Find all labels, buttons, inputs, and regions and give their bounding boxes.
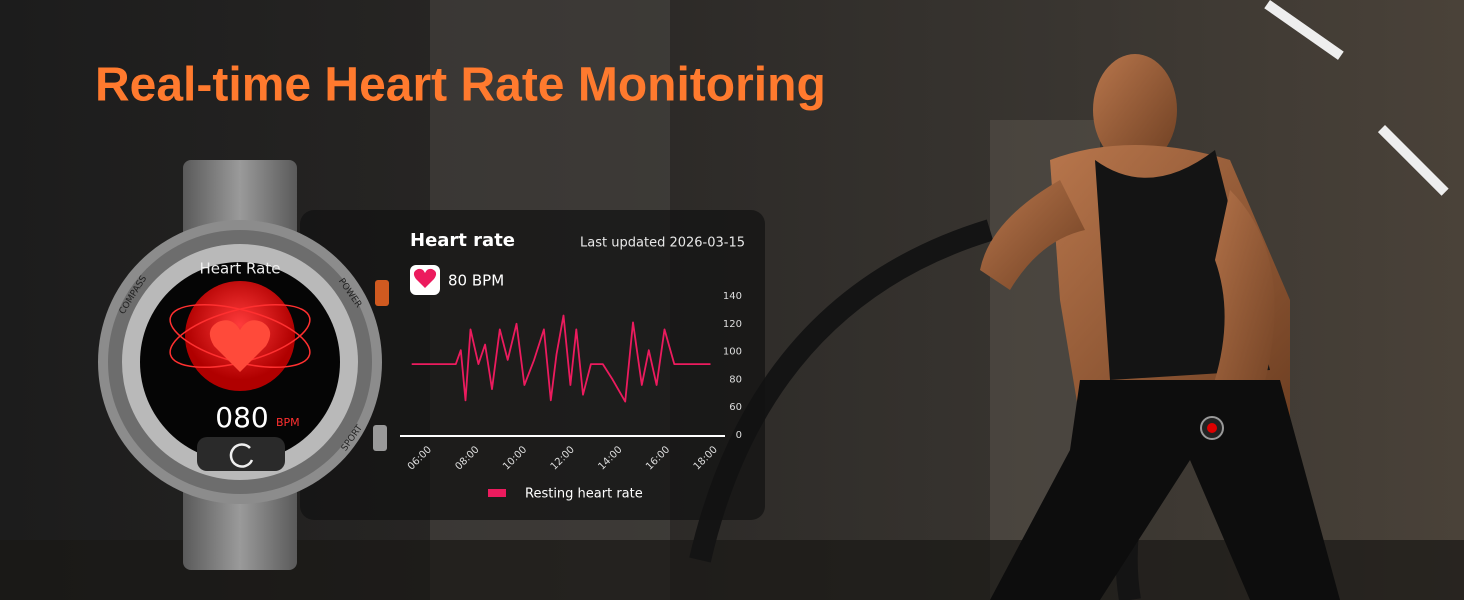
line-series: [411, 314, 711, 403]
watch-unit: BPM: [276, 416, 300, 429]
watch-title: Heart Rate: [200, 260, 281, 278]
y-tick-label: 120: [723, 319, 742, 330]
y-tick-label: 60: [729, 402, 742, 413]
legend-swatch: [488, 489, 506, 497]
watch-reading: 080: [215, 401, 268, 434]
ceiling-light: [1377, 125, 1449, 196]
legend-label: Resting heart rate: [525, 487, 643, 502]
y-tick-label: 140: [723, 291, 742, 302]
card-title: Heart rate: [410, 230, 515, 251]
y-tick-label: 80: [729, 374, 742, 385]
headline: Real-time Heart Rate Monitoring: [95, 59, 826, 112]
watch: [98, 160, 389, 570]
ceiling-light: [1264, 0, 1344, 60]
card-updated: Last updated 2026-03-15: [580, 236, 745, 251]
y-tick-label: 0: [736, 430, 742, 441]
heart-icon: [413, 268, 437, 288]
card-reading: 80 BPM: [448, 272, 504, 290]
athlete: [980, 54, 1340, 600]
y-tick-label: 100: [723, 347, 742, 358]
